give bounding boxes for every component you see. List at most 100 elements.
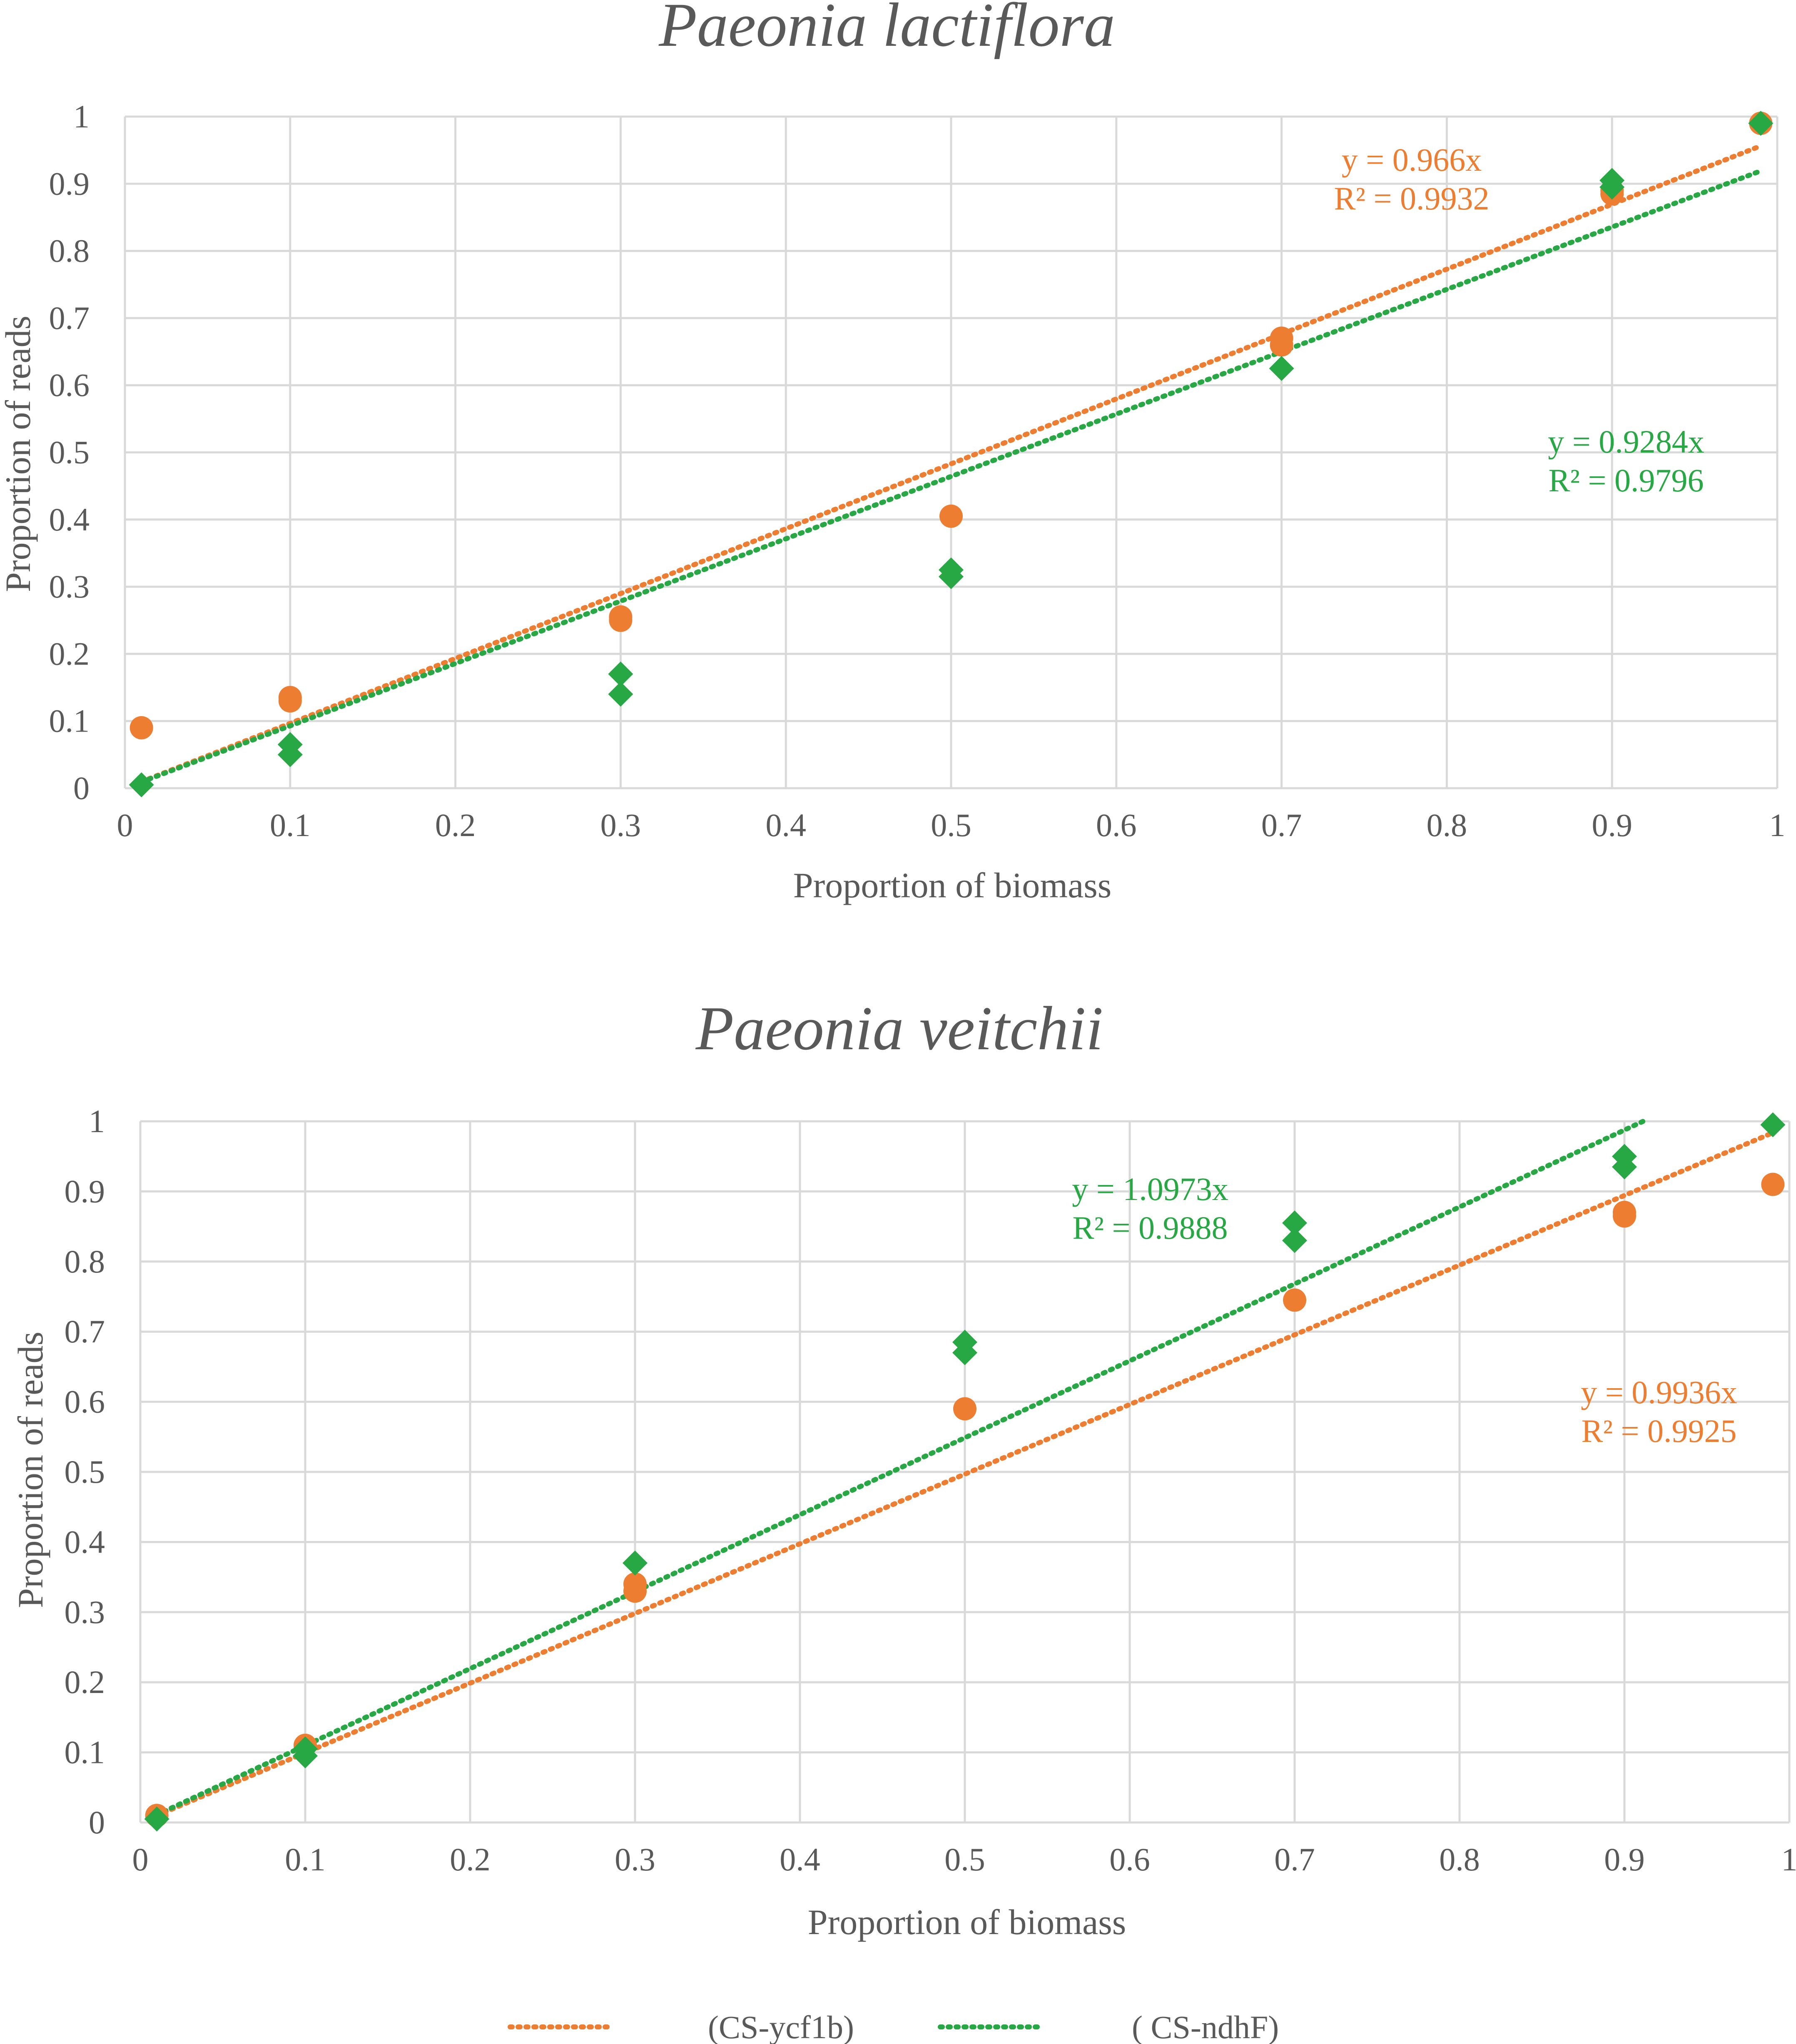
x-tick-label: 0.4 (765, 807, 806, 843)
y-tick-label: 0.8 (49, 233, 90, 269)
y-tick-label: 0.8 (65, 1243, 105, 1280)
y-tick-label: 0.5 (49, 434, 90, 471)
y-tick-label: 0.2 (49, 635, 90, 672)
point-ycf1b (1761, 1173, 1785, 1196)
y-tick-label: 0.2 (65, 1664, 105, 1700)
point-ndhF (1269, 356, 1294, 381)
x-tick-label: 0.5 (944, 1841, 985, 1877)
point-ndhF (939, 557, 964, 583)
trend-r2-ycf1b: R² = 0.9932 (1334, 180, 1490, 217)
data-points (144, 1112, 1786, 1832)
x-tick-label: 0.7 (1274, 1841, 1315, 1877)
y-tick-label: 1 (89, 1103, 105, 1139)
trend-r2-ycf1b: R² = 0.9925 (1582, 1413, 1737, 1449)
data-points (129, 111, 1774, 797)
gridlines (124, 115, 1779, 789)
y-tick-label: 0.5 (65, 1454, 105, 1490)
y-tick-label: 0.9 (65, 1173, 105, 1209)
chart-lactiflora: Paeonia lactiflora 0 0.1 0.2 0.3 0.4 0.5 0.6 0.… (0, 0, 1786, 905)
x-tick-label: 0.4 (780, 1841, 820, 1877)
trendline-ndhF (139, 168, 1764, 785)
y-tick-label: 0.3 (65, 1594, 105, 1630)
point-ndhF (1282, 1210, 1307, 1236)
point-ycf1b (953, 1397, 976, 1421)
point-ndhF (1599, 168, 1625, 193)
y-tick-label: 0.1 (49, 703, 90, 739)
point-ycf1b (1283, 1288, 1306, 1312)
y-axis-label: Proportion of reads (0, 316, 38, 592)
point-ndhF (952, 1329, 977, 1355)
x-tick-label: 0.8 (1427, 807, 1467, 843)
x-tick-label: 0.9 (1604, 1841, 1645, 1877)
y-tick-label: 0.7 (49, 300, 90, 336)
trendlines (139, 143, 1764, 785)
trend-equation-ycf1b: y = 0.966x (1342, 142, 1482, 178)
point-ndhF (1748, 111, 1774, 136)
y-tick-label: 0.6 (49, 367, 90, 403)
x-tick-label: 0 (132, 1841, 149, 1877)
x-tick-label: 0.7 (1261, 807, 1302, 843)
legend-label-ycf1b: (CS-ycf1b) (708, 2009, 854, 2044)
point-ndhF (1612, 1144, 1637, 1169)
point-ycf1b (130, 716, 153, 739)
x-tick-label: 0 (117, 807, 133, 843)
point-ycf1b (1613, 1200, 1636, 1224)
point-ycf1b (1270, 326, 1293, 350)
x-axis-label: Proportion of biomass (808, 1902, 1126, 1942)
y-tick-label: 0.7 (65, 1313, 105, 1349)
trendline-ndhF (154, 1119, 1646, 1817)
trendline-ycf1b (139, 143, 1764, 784)
x-tick-label: 0.2 (450, 1841, 491, 1877)
point-ycf1b (623, 1572, 647, 1596)
y-tick-label: 0 (73, 770, 90, 806)
point-ndhF (608, 661, 633, 687)
x-tick-label: 0.8 (1439, 1841, 1480, 1877)
trend-r2-ndhf: R² = 0.9796 (1549, 462, 1704, 498)
trend-equation-ycf1b: y = 0.9936x (1581, 1374, 1737, 1410)
point-ndhF (623, 1550, 648, 1576)
x-tick-labels: 0 0.1 0.2 0.3 0.4 0.5 0.6 0.7 0.8 0.9 1 (132, 1841, 1796, 1877)
y-tick-label: 0.3 (49, 568, 90, 605)
legend-label-ndhf: ( CS-ndhF) (1132, 2009, 1279, 2044)
x-tick-label: 1 (1769, 807, 1786, 843)
point-ycf1b (278, 686, 302, 710)
legend-item-ndhf: ( CS-ndhF) (938, 2009, 1279, 2044)
x-tick-labels: 0 0.1 0.2 0.3 0.4 0.5 0.6 0.7 0.8 0.9 1 (117, 807, 1786, 843)
trendlines (154, 1119, 1776, 1818)
y-axis-label: Proportion of reads (10, 1332, 50, 1608)
x-tick-label: 0.6 (1096, 807, 1137, 843)
point-ndhF (277, 732, 303, 757)
x-tick-label: 1 (1781, 1841, 1796, 1877)
y-tick-label: 0.4 (49, 501, 90, 538)
x-axis-label: Proportion of biomass (793, 865, 1111, 905)
point-ndhF (1282, 1228, 1307, 1253)
y-tick-labels: 0 0.1 0.2 0.3 0.4 0.5 0.6 0.7 0.8 0.9 1 (65, 1103, 105, 1840)
y-tick-label: 0 (89, 1804, 105, 1840)
chart-title: Paeonia lactiflora (658, 0, 1115, 60)
legend: (CS-ycf1b) ( CS-ndhF) (508, 2009, 1279, 2044)
point-ndhF (144, 1806, 169, 1832)
point-ndhF (1760, 1112, 1786, 1138)
x-tick-label: 0.2 (435, 807, 476, 843)
y-tick-label: 1 (73, 98, 90, 134)
x-tick-label: 0.3 (600, 807, 641, 843)
y-tick-label: 0.9 (49, 165, 90, 202)
x-tick-label: 0.3 (615, 1841, 655, 1877)
trend-equation-ndhf: y = 0.9284x (1548, 423, 1704, 460)
point-ndhF (608, 682, 633, 707)
trendline-ycf1b (154, 1130, 1776, 1818)
y-tick-label: 0.6 (65, 1384, 105, 1420)
y-tick-label: 0.1 (65, 1734, 105, 1770)
x-tick-label: 0.1 (285, 1841, 326, 1877)
point-ycf1b (609, 605, 633, 629)
x-tick-label: 0.9 (1592, 807, 1632, 843)
point-ycf1b (939, 504, 963, 528)
chart-veitchii: Paeonia veitchii 00.10.20.30.40.50.60.70… (10, 994, 1796, 1942)
point-ndhF (293, 1736, 318, 1762)
point-ndhF (129, 772, 154, 797)
x-tick-label: 0.5 (931, 807, 971, 843)
x-tick-label: 0.6 (1109, 1841, 1150, 1877)
x-tick-label: 0.1 (270, 807, 311, 843)
y-tick-labels: 0 0.1 0.2 0.3 0.4 0.5 0.6 0.7 0.8 0.9 1 (49, 98, 90, 806)
